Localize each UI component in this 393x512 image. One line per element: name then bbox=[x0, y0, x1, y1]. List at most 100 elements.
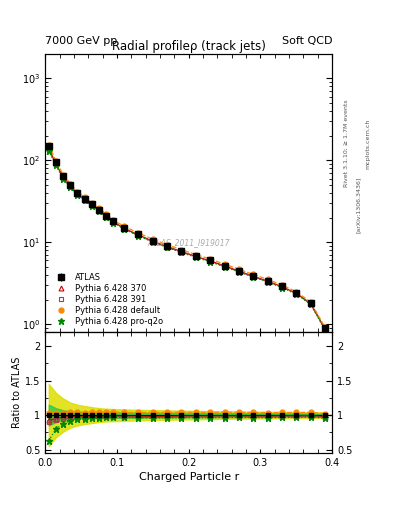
Pythia 6.428 pro-q2o bbox=[122, 226, 127, 232]
Pythia 6.428 pro-q2o bbox=[237, 269, 241, 275]
Pythia 6.428 370 bbox=[104, 213, 108, 219]
Pythia 6.428 default bbox=[90, 200, 94, 206]
Pythia 6.428 370 bbox=[165, 244, 169, 250]
Pythia 6.428 default bbox=[279, 282, 284, 288]
Pythia 6.428 default bbox=[265, 276, 270, 283]
Pythia 6.428 pro-q2o bbox=[111, 220, 116, 226]
Pythia 6.428 pro-q2o bbox=[265, 279, 270, 285]
Pythia 6.428 391 bbox=[97, 208, 101, 214]
Pythia 6.428 391 bbox=[75, 191, 80, 197]
Pythia 6.428 370 bbox=[208, 258, 213, 264]
Pythia 6.428 370 bbox=[308, 301, 313, 307]
Line: Pythia 6.428 370: Pythia 6.428 370 bbox=[46, 146, 327, 331]
Text: ATLAS_2011_I919017: ATLAS_2011_I919017 bbox=[147, 239, 230, 247]
Line: Pythia 6.428 pro-q2o: Pythia 6.428 pro-q2o bbox=[46, 148, 328, 333]
Text: Soft QCD: Soft QCD bbox=[282, 36, 332, 46]
Pythia 6.428 391 bbox=[279, 284, 284, 290]
Pythia 6.428 pro-q2o bbox=[104, 214, 108, 220]
Pythia 6.428 391 bbox=[208, 259, 213, 265]
Pythia 6.428 391 bbox=[46, 146, 51, 153]
Pythia 6.428 391 bbox=[104, 214, 108, 220]
Pythia 6.428 391 bbox=[323, 326, 327, 332]
Pythia 6.428 391 bbox=[90, 202, 94, 208]
Pythia 6.428 pro-q2o bbox=[151, 239, 155, 245]
Y-axis label: Ratio to ATLAS: Ratio to ATLAS bbox=[12, 357, 22, 429]
Pythia 6.428 default bbox=[151, 236, 155, 242]
Pythia 6.428 pro-q2o bbox=[193, 254, 198, 261]
Pythia 6.428 370 bbox=[53, 161, 58, 167]
Pythia 6.428 pro-q2o bbox=[208, 259, 213, 265]
Pythia 6.428 pro-q2o bbox=[82, 197, 87, 203]
Pythia 6.428 391 bbox=[308, 301, 313, 307]
Pythia 6.428 370 bbox=[179, 248, 184, 254]
Pythia 6.428 391 bbox=[68, 183, 73, 189]
Pythia 6.428 370 bbox=[193, 253, 198, 260]
Pythia 6.428 pro-q2o bbox=[53, 162, 58, 168]
Pythia 6.428 391 bbox=[151, 239, 155, 245]
Text: [arXiv:1306.3436]: [arXiv:1306.3436] bbox=[356, 177, 361, 233]
Pythia 6.428 370 bbox=[237, 268, 241, 274]
Pythia 6.428 default bbox=[294, 289, 299, 295]
Pythia 6.428 391 bbox=[265, 279, 270, 285]
Pythia 6.428 default bbox=[208, 256, 213, 262]
Line: Pythia 6.428 391: Pythia 6.428 391 bbox=[46, 147, 327, 332]
Pythia 6.428 370 bbox=[82, 197, 87, 203]
Pythia 6.428 391 bbox=[251, 273, 255, 280]
Pythia 6.428 370 bbox=[151, 238, 155, 244]
Text: 7000 GeV pp: 7000 GeV pp bbox=[45, 36, 118, 46]
Pythia 6.428 pro-q2o bbox=[179, 249, 184, 255]
Pythia 6.428 370 bbox=[68, 183, 73, 189]
Pythia 6.428 370 bbox=[323, 326, 327, 332]
Pythia 6.428 default bbox=[97, 205, 101, 211]
Pythia 6.428 370 bbox=[122, 225, 127, 231]
Pythia 6.428 391 bbox=[122, 226, 127, 232]
Pythia 6.428 pro-q2o bbox=[279, 285, 284, 291]
Pythia 6.428 pro-q2o bbox=[294, 291, 299, 297]
Pythia 6.428 default bbox=[136, 230, 141, 236]
Pythia 6.428 default bbox=[61, 172, 66, 178]
Pythia 6.428 default bbox=[179, 247, 184, 253]
Pythia 6.428 default bbox=[68, 181, 73, 187]
Text: mcplots.cern.ch: mcplots.cern.ch bbox=[365, 118, 371, 168]
Pythia 6.428 pro-q2o bbox=[308, 301, 313, 307]
Pythia 6.428 391 bbox=[193, 254, 198, 260]
Pythia 6.428 370 bbox=[46, 145, 51, 152]
Pythia 6.428 391 bbox=[136, 232, 141, 239]
Pythia 6.428 pro-q2o bbox=[61, 176, 66, 182]
Pythia 6.428 default bbox=[251, 271, 255, 278]
Legend: ATLAS, Pythia 6.428 370, Pythia 6.428 391, Pythia 6.428 default, Pythia 6.428 pr: ATLAS, Pythia 6.428 370, Pythia 6.428 39… bbox=[50, 271, 165, 328]
Title: Radial profileρ (track jets): Radial profileρ (track jets) bbox=[112, 39, 266, 53]
Pythia 6.428 default bbox=[111, 217, 116, 223]
Pythia 6.428 pro-q2o bbox=[136, 232, 141, 239]
Pythia 6.428 370 bbox=[265, 278, 270, 284]
Pythia 6.428 370 bbox=[61, 174, 66, 180]
Pythia 6.428 pro-q2o bbox=[68, 184, 73, 190]
Pythia 6.428 default bbox=[222, 261, 227, 267]
Pythia 6.428 pro-q2o bbox=[75, 191, 80, 198]
Pythia 6.428 370 bbox=[75, 191, 80, 197]
Pythia 6.428 default bbox=[82, 195, 87, 201]
Text: Rivet 3.1.10; ≥ 1.7M events: Rivet 3.1.10; ≥ 1.7M events bbox=[344, 99, 349, 187]
Pythia 6.428 370 bbox=[111, 219, 116, 225]
Line: Pythia 6.428 default: Pythia 6.428 default bbox=[46, 142, 327, 330]
Pythia 6.428 default bbox=[53, 158, 58, 164]
Pythia 6.428 391 bbox=[53, 162, 58, 168]
Pythia 6.428 pro-q2o bbox=[222, 264, 227, 270]
Pythia 6.428 pro-q2o bbox=[46, 148, 51, 154]
Pythia 6.428 default bbox=[237, 266, 241, 272]
Pythia 6.428 default bbox=[46, 142, 51, 148]
Pythia 6.428 391 bbox=[61, 175, 66, 181]
Pythia 6.428 370 bbox=[90, 202, 94, 208]
Pythia 6.428 391 bbox=[82, 197, 87, 203]
Pythia 6.428 default bbox=[323, 324, 327, 330]
Pythia 6.428 391 bbox=[222, 263, 227, 269]
Pythia 6.428 pro-q2o bbox=[323, 327, 327, 333]
Pythia 6.428 default bbox=[165, 242, 169, 248]
Pythia 6.428 391 bbox=[165, 244, 169, 250]
X-axis label: Charged Particle r: Charged Particle r bbox=[138, 472, 239, 482]
Pythia 6.428 default bbox=[122, 223, 127, 229]
Pythia 6.428 370 bbox=[279, 284, 284, 290]
Pythia 6.428 391 bbox=[294, 291, 299, 297]
Pythia 6.428 default bbox=[193, 251, 198, 258]
Pythia 6.428 370 bbox=[97, 207, 101, 214]
